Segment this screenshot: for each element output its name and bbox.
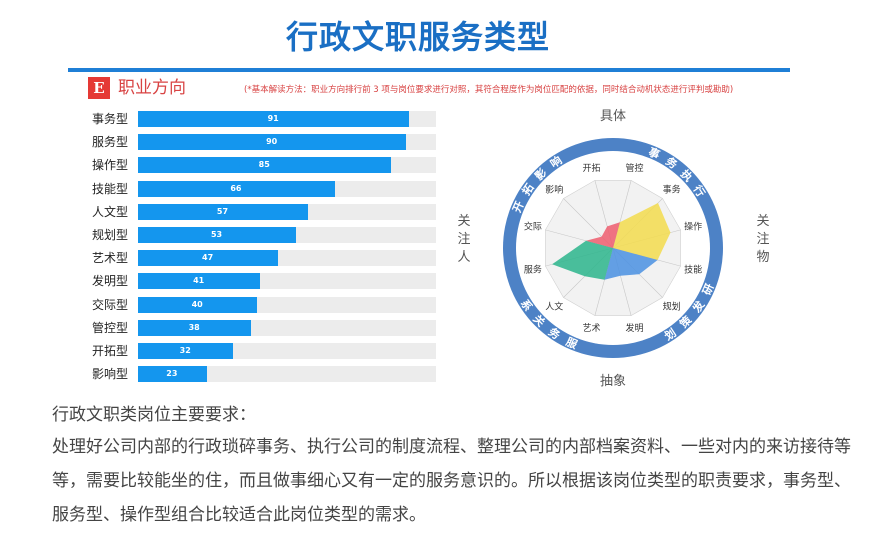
radar-ring-label: 事 bbox=[646, 144, 662, 161]
bar bbox=[138, 111, 410, 127]
bar-category-label: 人文型 bbox=[92, 204, 129, 219]
bar-category-label: 开拓型 bbox=[92, 344, 129, 358]
radar-axis-label: 管控 bbox=[625, 162, 643, 174]
bar-row: 服务型 90 bbox=[0, 134, 440, 151]
bar-category-label: 发明型 bbox=[92, 274, 129, 289]
bar-value-label: 47 bbox=[202, 253, 214, 263]
bar-track: 85 bbox=[138, 157, 436, 174]
bar-value-label: 85 bbox=[258, 160, 270, 170]
radar-ring-label: 研 bbox=[700, 282, 716, 297]
bar-category-label: 技能型 bbox=[92, 181, 129, 196]
bar-track: 91 bbox=[138, 111, 436, 127]
radar-axis-label: 服务 bbox=[524, 263, 542, 275]
radar-sector bbox=[604, 248, 658, 280]
radar-label-right: 关注物 bbox=[756, 214, 770, 265]
bar-category-label: 艺术型 bbox=[92, 251, 129, 266]
bar-value-label: 23 bbox=[166, 369, 178, 379]
radar-sector bbox=[586, 222, 620, 248]
bar bbox=[138, 157, 392, 174]
bar-track: 23 bbox=[138, 366, 436, 383]
bar-row: 规划型 53 bbox=[0, 227, 440, 243]
bar bbox=[138, 296, 258, 313]
bar-value-label: 66 bbox=[230, 183, 242, 193]
bar-track: 57 bbox=[138, 203, 436, 220]
radar-axis-label: 开拓 bbox=[583, 162, 601, 174]
bar-category-label: 影响型 bbox=[92, 367, 129, 382]
bar-category-label: 操作型 bbox=[92, 158, 129, 173]
radar-chart: 管控事务操作技能规划发明艺术人文服务交际影响开拓事务执行研发策划服务关系开拓影响… bbox=[503, 109, 723, 389]
bar bbox=[138, 273, 261, 290]
radar-axis-label: 规划 bbox=[663, 301, 681, 313]
radar-axis-label: 技能 bbox=[684, 263, 702, 275]
interpretation-note: (*基本解读方法：职业方向排行前 3 项与岗位要求进行对照，其符合程度作为岗位匹… bbox=[244, 85, 734, 95]
bar-track: 53 bbox=[138, 227, 436, 243]
radar-axis-label: 影响 bbox=[545, 183, 563, 195]
bar-row: 操作型 85 bbox=[0, 157, 440, 174]
radar-ring-label: 开 bbox=[510, 199, 526, 214]
bar-value-label: 32 bbox=[179, 346, 191, 355]
bar-track: 66 bbox=[138, 180, 436, 197]
radar-axis-label: 艺术 bbox=[583, 322, 601, 334]
bar-category-label: 交际型 bbox=[92, 297, 129, 312]
bar-category-label: 事务型 bbox=[92, 112, 129, 126]
bar-value-label: 90 bbox=[266, 137, 278, 147]
radar-sector bbox=[552, 240, 613, 280]
bar-category-label: 规划型 bbox=[92, 228, 129, 242]
requirements-paragraph: 处理好公司内部的行政琐碎事务、执行公司的制度流程、整理公司的内部档案资料、一些对… bbox=[52, 437, 851, 525]
bar-row: 事务型 91 bbox=[0, 111, 440, 127]
radar-axis-label: 人文 bbox=[545, 301, 563, 313]
bar-row: 影响型 23 bbox=[0, 366, 440, 383]
bar-row: 艺术型 47 bbox=[0, 250, 440, 267]
bar-value-label: 57 bbox=[216, 206, 229, 216]
bar-row: 发明型 41 bbox=[0, 273, 440, 290]
bar bbox=[138, 134, 407, 151]
radar-axis-label: 操作 bbox=[684, 221, 702, 233]
bar-row: 开拓型 32 bbox=[0, 343, 440, 359]
bar-category-label: 服务型 bbox=[92, 135, 129, 150]
radar-axis-label: 发明 bbox=[625, 322, 643, 334]
bar bbox=[138, 180, 335, 197]
bar-row: 人文型 57 bbox=[0, 203, 440, 220]
bar-row: 技能型 66 bbox=[0, 180, 440, 197]
bar-track: 41 bbox=[138, 273, 436, 290]
bar-row: 交际型 40 bbox=[0, 296, 440, 313]
section-badge: E bbox=[88, 77, 110, 99]
bar-track: 32 bbox=[138, 343, 436, 359]
requirements-heading: 行政文职类岗位主要要求： bbox=[52, 405, 256, 425]
bar bbox=[138, 203, 308, 220]
bar-track: 90 bbox=[138, 134, 436, 151]
bar bbox=[138, 319, 252, 336]
section-subtitle: 职业方向 bbox=[118, 78, 186, 98]
radar-sector bbox=[613, 203, 671, 260]
bar-track: 38 bbox=[138, 319, 436, 336]
page-title: 行政文职服务类型 bbox=[285, 18, 550, 56]
bar-row: 管控型 38 bbox=[0, 319, 440, 336]
bar-track: 47 bbox=[138, 250, 436, 267]
bar-category-label: 管控型 bbox=[92, 320, 129, 335]
bar-value-label: 53 bbox=[210, 230, 223, 239]
bar-value-label: 40 bbox=[191, 299, 203, 309]
bar bbox=[138, 343, 234, 359]
title-underline bbox=[68, 68, 790, 72]
bar-track: 40 bbox=[138, 296, 436, 313]
radar-label-bottom: 抽象 bbox=[600, 374, 626, 389]
radar-label-left: 关注人 bbox=[457, 214, 471, 265]
bar-value-label: 91 bbox=[267, 114, 279, 123]
radar-axis-label: 事务 bbox=[663, 183, 681, 195]
radar-axis-label: 交际 bbox=[524, 221, 542, 233]
bar bbox=[138, 227, 296, 243]
bar-value-label: 41 bbox=[193, 276, 205, 286]
radar-label-top: 具体 bbox=[600, 109, 626, 124]
bar bbox=[138, 366, 207, 383]
bar bbox=[138, 250, 279, 267]
bar-value-label: 38 bbox=[188, 322, 200, 332]
